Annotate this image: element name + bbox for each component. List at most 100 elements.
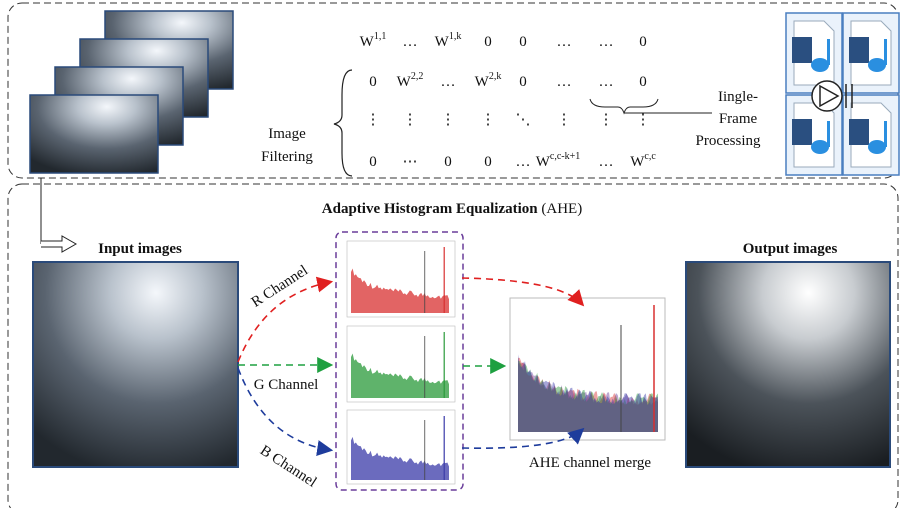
matrix-cell: … — [403, 34, 418, 50]
b-arrow — [237, 367, 334, 456]
matrix-cell: W1,1 — [360, 31, 387, 50]
input-image — [32, 261, 239, 468]
cell-base: W — [536, 154, 551, 170]
film — [792, 37, 812, 63]
cell-base: 0 — [519, 74, 527, 90]
note — [868, 58, 886, 72]
matrix-cell: Wc,c — [630, 151, 656, 170]
matrix-cell: 0 — [519, 34, 527, 50]
cell-base: ⋮ — [366, 112, 381, 128]
film — [792, 119, 812, 145]
matrix-cell: 0 — [639, 74, 647, 90]
ahe-title: Adaptive Histogram Equalization (AHE) — [322, 201, 582, 217]
matrix-cell: … — [557, 74, 572, 90]
merge-label: AHE channel merge — [529, 455, 652, 471]
note-stem — [827, 121, 830, 147]
cell-base: ⋮ — [481, 112, 496, 128]
input-label: Input images — [98, 241, 182, 257]
filter-label: Image — [268, 126, 306, 142]
hollow-arrow — [41, 235, 78, 253]
matrix: W1,1… W1,k 0 0…… 00 W2,2… W2,k 0…… 0⋮ ⋮ ⋮ ⋮ ⋱ ⋮ ⋮ ⋮0 ⋯ 0 0… — [360, 31, 657, 170]
cell-base: ⋮ — [636, 112, 651, 128]
channel-label: G Channel — [254, 377, 319, 393]
cell-base: 0 — [369, 74, 377, 90]
histograms — [346, 240, 666, 485]
image-stack — [29, 10, 234, 174]
matrix-cell: … — [599, 34, 614, 50]
matrix-cell: … — [557, 34, 572, 50]
matrix-cell: ⋮ — [366, 112, 381, 128]
matrix-cell: … — [441, 74, 456, 90]
merge-area — [518, 357, 658, 432]
matrix-cell: ⋮ — [481, 112, 496, 128]
cell-base: 0 — [444, 154, 452, 170]
ahe-title-text: Adaptive Histogram Equalization — [322, 201, 539, 217]
matrix-cell: 0 — [639, 34, 647, 50]
cell-sup: 1,k — [449, 31, 462, 42]
cell-base: … — [599, 34, 614, 50]
matrix-cell: 0 — [369, 154, 377, 170]
matrix-cell: ⋱ — [516, 112, 531, 128]
note-stem — [884, 39, 887, 65]
note — [811, 140, 829, 154]
cell-base: 0 — [369, 154, 377, 170]
cell-base: 0 — [484, 154, 492, 170]
play-triangle — [819, 84, 840, 108]
matrix-cell: ⋮ — [599, 112, 614, 128]
cell-base: ⋯ — [403, 154, 418, 170]
matrix-cell: 0 — [484, 154, 492, 170]
cell-base: ⋮ — [599, 112, 614, 128]
cell-base: … — [557, 34, 572, 50]
matrix-cell: … — [599, 154, 614, 170]
note-stem — [827, 39, 830, 65]
r-arrow — [237, 276, 334, 363]
matrix-cell: Wc,c-k+1 — [536, 151, 581, 170]
matrix-brace — [333, 69, 353, 177]
cell-base: 0 — [639, 34, 647, 50]
filter-label: Filtering — [261, 149, 313, 165]
cell-sup: 2,2 — [411, 71, 424, 82]
ahe-abbr: (AHE) — [538, 201, 583, 217]
cell-base: … — [516, 154, 531, 170]
matrix-cell: W2,k — [475, 71, 502, 90]
cell-base: … — [403, 34, 418, 50]
file-icons — [785, 12, 900, 176]
merge-frame — [509, 297, 666, 441]
cell-base: 0 — [484, 34, 492, 50]
frame — [29, 94, 159, 174]
cell-base: ⋮ — [557, 112, 572, 128]
matrix-cell: ⋯ — [403, 154, 418, 170]
matrix-cell: W2,2 — [397, 71, 424, 90]
matrix-cell: ⋮ — [557, 112, 572, 128]
matrix-cell: 0 — [444, 154, 452, 170]
cell-base: 0 — [519, 34, 527, 50]
cell-base: W — [360, 34, 375, 50]
note — [811, 58, 829, 72]
cell-base: ⋱ — [516, 112, 531, 128]
matrix-cell: 0 — [369, 74, 377, 90]
underbrace — [589, 98, 659, 115]
cell-base: … — [599, 154, 614, 170]
matrix-cell: ⋮ — [636, 112, 651, 128]
bottom-panel — [7, 183, 899, 508]
cell-base: W — [475, 74, 490, 90]
output-image — [685, 261, 891, 468]
channel-label: B Channel — [257, 443, 319, 491]
cell-sup: c,c — [644, 151, 656, 162]
cell-base: … — [441, 74, 456, 90]
matrix-cell: ⋮ — [403, 112, 418, 128]
pause-bars — [845, 84, 853, 108]
matrix-cell: 0 — [484, 34, 492, 50]
processing-label: Frame — [719, 111, 758, 127]
matrix-cell: … — [516, 154, 531, 170]
matrix-cell: … — [599, 74, 614, 90]
cell-base: ⋮ — [403, 112, 418, 128]
merge-area — [518, 354, 658, 432]
cell-base: … — [557, 74, 572, 90]
cell-base: 0 — [639, 74, 647, 90]
cell-base: … — [599, 74, 614, 90]
cell-base: W — [435, 34, 450, 50]
note — [868, 140, 886, 154]
